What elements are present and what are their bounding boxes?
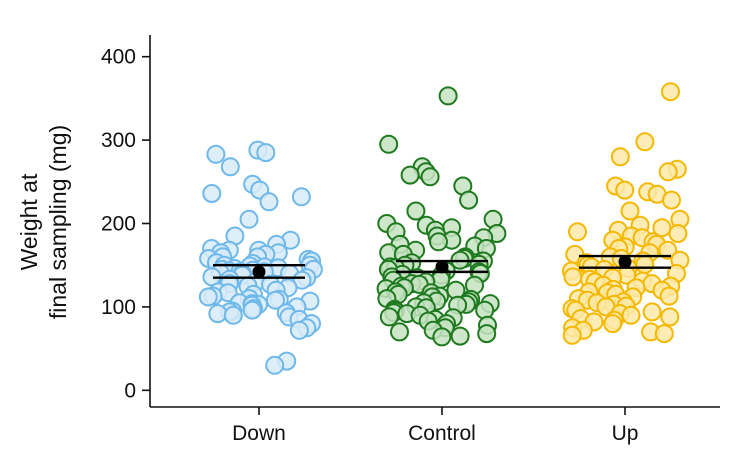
x-tick-label-up: Up [612,422,639,445]
point-up-77 [562,325,582,345]
point-control-85 [432,327,452,347]
point-up-0 [661,82,680,102]
summary-layer [213,254,671,279]
axes-layer: 0 100 200 300 400 Down Control Up [101,35,720,445]
y-tick-label-300: 300 [101,129,136,152]
point-down-71 [208,304,228,324]
point-up-32 [635,254,655,274]
point-control-5 [420,167,440,187]
point-up-67 [621,305,641,325]
mean-marker-down [252,265,266,279]
point-up-6 [615,180,635,200]
point-up-4 [658,162,678,182]
point-down-2 [206,144,226,164]
point-control-4 [400,165,420,185]
point-up-76 [654,324,674,344]
y-tick-label-100: 100 [101,296,136,319]
x-tick-label-down: Down [232,422,286,445]
point-down-77 [289,320,309,340]
y-axis-title: Weight at final sampling (mg) [16,125,71,319]
point-control-8 [406,201,426,221]
y-axis-title-line-1: Weight at [16,173,42,270]
point-control-83 [477,324,497,344]
point-down-7 [291,187,311,207]
point-up-40 [563,267,583,287]
point-up-9 [662,190,681,210]
point-down-72 [223,305,243,325]
y-tick-label-0: 0 [124,379,136,402]
mean-marker-control [435,260,449,274]
point-up-1 [635,132,655,152]
point-up-16 [668,224,688,243]
point-control-84 [450,326,470,346]
point-down-56 [198,287,218,307]
point-control-74 [379,307,399,327]
point-down-67 [242,300,262,320]
point-up-24 [658,240,678,260]
point-up-10 [620,201,640,221]
point-control-19 [429,232,448,252]
point-control-7 [459,190,479,210]
point-control-69 [475,300,495,320]
points-layer [198,82,690,375]
point-down-79 [265,355,285,375]
point-down-6 [202,184,222,203]
point-down-3 [220,157,240,177]
point-up-54 [659,286,679,306]
y-tick-label-200: 200 [101,213,136,236]
point-down-1 [256,143,276,163]
point-up-15 [568,222,587,242]
point-control-82 [390,322,409,342]
point-control-0 [438,86,458,106]
x-tick-label-control: Control [408,422,476,445]
point-up-68 [660,307,680,327]
point-control-1 [379,134,399,154]
point-down-8 [259,192,279,212]
mean-marker-up [618,255,632,269]
y-tick-label-400: 400 [101,46,136,69]
point-down-9 [239,209,259,229]
point-up-72 [603,314,623,334]
point-up-65 [642,302,662,322]
y-axis-title-line-2: final sampling (mg) [45,125,71,319]
point-up-2 [610,147,630,167]
